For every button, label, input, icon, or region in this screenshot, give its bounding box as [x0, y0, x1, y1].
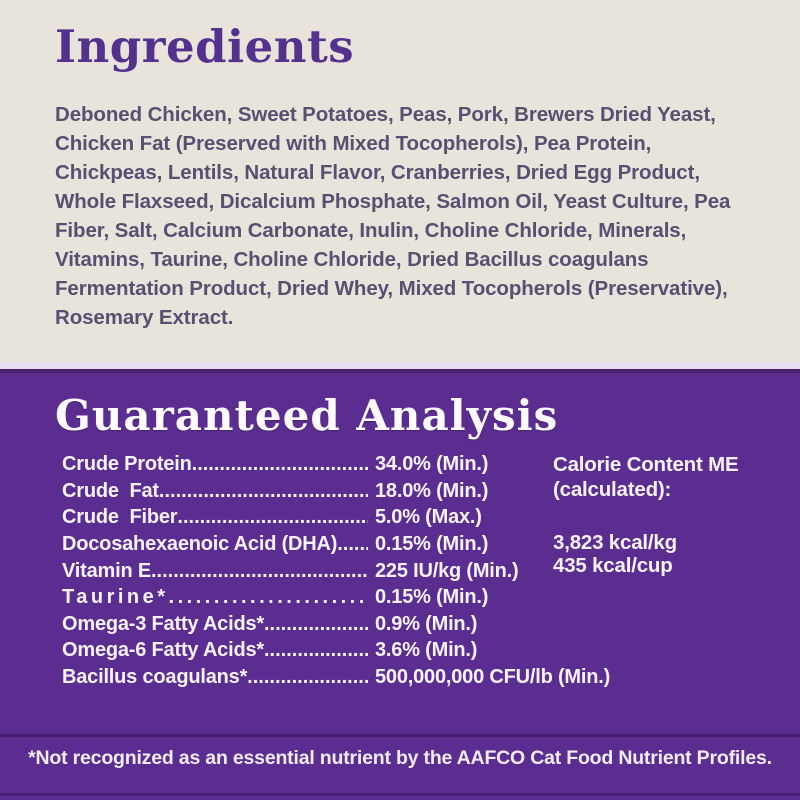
label-cell: Bacillus coagulans*.....................… [62, 664, 368, 691]
label-cell: Taurine*................................… [62, 584, 368, 611]
analysis-row-crude-protein: Crude Protein...........................… [62, 451, 553, 478]
ingredients-title: Ingredients [55, 20, 355, 73]
dot-leader: ........................................… [177, 506, 368, 529]
calorie-kcal-per-cup: 435 kcal/cup [553, 554, 673, 578]
guaranteed-analysis-section: Guaranteed Analysis Crude Protein.......… [0, 373, 800, 800]
analysis-row-omega-6: Omega-6 Fatty Acids*....................… [62, 637, 553, 664]
nutrient-value: 34.0% (Min.) [375, 453, 489, 476]
section-divider-highlight [0, 363, 800, 369]
analysis-body: Crude Protein...........................… [62, 451, 800, 690]
bottom-edge-line [0, 793, 800, 796]
nutrient-label: Docosahexaenoic Acid (DHA) [62, 532, 338, 555]
calorie-kcal-per-kg: 3,823 kcal/kg [553, 531, 677, 555]
analysis-row-omega-3: Omega-3 Fatty Acids*....................… [62, 611, 553, 638]
analysis-row-dha: Docosahexaenoic Acid (DHA)..............… [62, 531, 553, 558]
analysis-row-crude-fiber: Crude Fiber.............................… [62, 504, 553, 531]
guaranteed-analysis-title: Guaranteed Analysis [55, 391, 559, 440]
nutrient-value: 225 IU/kg (Min.) [375, 559, 519, 582]
analysis-row-crude-fat: Crude Fat...............................… [62, 478, 553, 505]
nutrient-label: Vitamin E [62, 559, 151, 582]
calorie-values: 3,823 kcal/kg 435 kcal/cup [553, 531, 738, 577]
nutrient-label: Omega-3 Fatty Acids* [62, 612, 264, 635]
label-cell: Docosahexaenoic Acid (DHA)..............… [62, 531, 368, 558]
label-cell: Crude Fiber.............................… [62, 504, 368, 531]
nutrient-value: 500,000,000 CFU/lb (Min.) [375, 665, 611, 688]
analysis-row-bacillus: Bacillus coagulans*.....................… [62, 664, 610, 691]
nutrient-value: 0.9% (Min.) [375, 612, 478, 635]
analysis-row-taurine: Taurine*................................… [62, 584, 553, 611]
label-cell: Crude Protein...........................… [62, 451, 368, 478]
dot-leader: ........................................… [337, 532, 368, 555]
nutrient-value: 3.6% (Min.) [375, 639, 478, 662]
ingredients-list: Deboned Chicken, Sweet Potatoes, Peas, P… [55, 102, 731, 329]
dot-leader: ........................................… [264, 612, 368, 635]
nutrient-label: Omega-6 Fatty Acids* [62, 639, 264, 662]
label-cell: Crude Fat...............................… [62, 478, 368, 505]
aafco-footnote: *Not recognized as an essential nutrient… [28, 747, 772, 769]
nutrient-label: Crude Fiber [62, 506, 178, 529]
calorie-heading-line1: Calorie Content ME [553, 453, 739, 477]
footnote-divider [0, 734, 800, 737]
dot-leader: ........................................… [264, 639, 368, 662]
dot-leader: ........................................… [158, 479, 368, 502]
dot-leader: ........................................… [191, 453, 368, 476]
nutrient-label: Bacillus coagulans* [62, 665, 248, 688]
nutrient-value: 5.0% (Max.) [375, 506, 482, 529]
label-cell: Omega-3 Fatty Acids*....................… [62, 611, 368, 638]
ingredients-section: Ingredients Deboned Chicken, Sweet Potat… [0, 0, 800, 363]
analysis-table: Crude Protein...........................… [62, 451, 610, 691]
nutrient-value: 18.0% (Min.) [375, 479, 489, 502]
nutrient-value: 0.15% (Min.) [375, 532, 489, 555]
dot-leader: ........................................… [150, 559, 368, 582]
dot-leader: ........................................… [247, 665, 368, 688]
analysis-row-vitamin-e: Vitamin E...............................… [62, 558, 553, 585]
label-cell: Omega-6 Fatty Acids*....................… [62, 637, 368, 664]
nutrient-label: Crude Protein [62, 453, 192, 476]
nutrient-label: Crude Fat [62, 479, 159, 502]
calorie-content-block: Calorie Content ME (calculated): 3,823 k… [553, 451, 739, 690]
nutrient-label: Taurine* [62, 586, 169, 609]
dot-leader: ........................................… [168, 586, 368, 609]
section-divider-shadow [0, 369, 800, 373]
calorie-heading-line2: (calculated): [553, 478, 672, 502]
label-cell: Vitamin E...............................… [62, 558, 368, 585]
nutrient-value: 0.15% (Min.) [375, 586, 489, 609]
